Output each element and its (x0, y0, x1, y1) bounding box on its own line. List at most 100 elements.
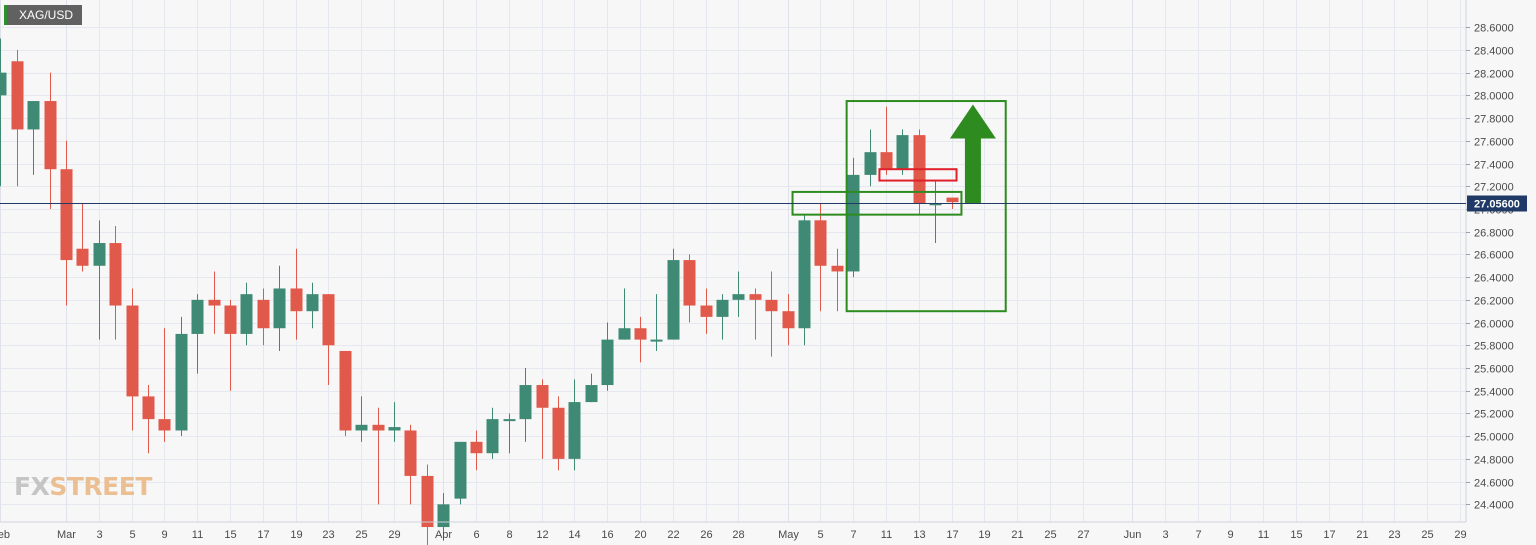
candle[interactable] (290, 248, 303, 340)
candle[interactable] (486, 407, 499, 459)
candle-body (503, 419, 516, 422)
candle-body (339, 350, 352, 431)
candle[interactable] (618, 288, 631, 340)
current-price-label-bg (1467, 195, 1527, 212)
candle[interactable] (306, 282, 319, 329)
candle[interactable] (585, 373, 598, 403)
candle-body (175, 333, 188, 431)
candle[interactable] (700, 288, 713, 334)
candle[interactable] (798, 214, 811, 346)
candle[interactable] (208, 271, 221, 334)
candle-body (650, 339, 663, 342)
candle[interactable] (224, 299, 237, 391)
candle[interactable] (536, 379, 549, 459)
candle[interactable] (601, 322, 614, 391)
candle[interactable] (11, 49, 24, 187)
x-tick-label: 17 (257, 529, 269, 541)
candle[interactable] (831, 248, 844, 312)
candle[interactable] (388, 402, 401, 442)
candle-body (864, 152, 877, 175)
candle-body (191, 299, 204, 334)
candle[interactable] (273, 265, 286, 351)
candle[interactable] (634, 316, 647, 363)
candle[interactable] (142, 385, 155, 454)
candle[interactable] (240, 282, 253, 346)
y-axis[interactable]: 28.6000 28.4000 28.2000 28.0000 27.8000 27.60… (1466, 23, 1514, 512)
y-tick-label: 28.2000 (1474, 69, 1514, 81)
green-box-annotation (845, 100, 1007, 313)
candle[interactable] (847, 157, 860, 278)
candle[interactable] (437, 492, 450, 539)
candle[interactable] (782, 294, 795, 346)
y-tick-label: 26.8000 (1474, 228, 1514, 240)
candle[interactable] (454, 441, 467, 505)
candle[interactable] (814, 203, 827, 312)
candle-body (486, 419, 499, 454)
x-tick-label: 25 (1421, 529, 1433, 541)
y-tick-label: 25.6000 (1474, 364, 1514, 376)
candle[interactable] (44, 72, 57, 209)
candle[interactable] (257, 288, 270, 346)
candle[interactable] (913, 129, 926, 215)
candle[interactable] (503, 413, 516, 454)
candle-body (224, 305, 237, 334)
candle[interactable] (716, 294, 729, 340)
candle-body (158, 419, 171, 431)
candle-body (667, 260, 680, 340)
candle[interactable] (732, 271, 745, 317)
candle-body (585, 385, 598, 403)
candle[interactable] (355, 396, 368, 442)
candle-body (76, 248, 89, 266)
candle[interactable] (372, 407, 385, 505)
candle[interactable] (93, 220, 106, 340)
candle-body (732, 294, 745, 300)
x-tick-label: 27 (1077, 529, 1089, 541)
candle-body (93, 243, 106, 266)
candle[interactable] (76, 203, 89, 272)
x-tick-label: 8 (506, 529, 512, 541)
candle[interactable] (421, 464, 434, 545)
y-tick-label: 26.2000 (1474, 296, 1514, 308)
candle-body (552, 407, 565, 459)
candle[interactable] (27, 101, 40, 175)
candle-body (749, 294, 762, 300)
y-tick-label: 28.6000 (1474, 23, 1514, 35)
x-tick-label: Feb (0, 529, 10, 541)
candle[interactable] (158, 328, 171, 442)
candle[interactable] (126, 288, 139, 431)
candle-body (27, 101, 40, 130)
candle[interactable] (404, 424, 417, 505)
logo-part-street: STREET (49, 472, 152, 501)
candle[interactable] (765, 271, 778, 357)
candle[interactable] (880, 106, 893, 175)
x-tick-label: 23 (1388, 529, 1400, 541)
candle[interactable] (339, 350, 352, 437)
x-tick-label: 20 (634, 529, 646, 541)
candle[interactable] (519, 368, 532, 442)
candle[interactable] (60, 140, 73, 306)
candle[interactable] (568, 379, 581, 471)
candle[interactable] (667, 248, 680, 340)
y-tick-label: 25.2000 (1474, 409, 1514, 421)
candle[interactable] (322, 294, 335, 386)
candle[interactable] (683, 254, 696, 323)
candle[interactable] (896, 129, 909, 175)
candle-body (765, 299, 778, 312)
candle[interactable] (864, 129, 877, 187)
candle[interactable] (650, 294, 663, 351)
candle[interactable] (0, 38, 7, 187)
current-price-label: 27.05600 (1474, 199, 1520, 211)
candle-body (831, 265, 844, 272)
y-tick-label: 24.4000 (1474, 500, 1514, 512)
x-tick-label: May (778, 529, 799, 541)
symbol-badge[interactable]: XAG/USD (4, 5, 83, 25)
candle[interactable] (552, 396, 565, 471)
candle[interactable] (470, 430, 483, 471)
x-axis[interactable]: Feb Mar 3 5 9 11 15 17 19 23 25 29 Apr 6 8 12 14 16 20 22 26… (0, 529, 1467, 541)
candle[interactable] (191, 294, 204, 374)
x-tick-label: 9 (161, 529, 167, 541)
y-tick-label: 24.6000 (1474, 478, 1514, 490)
candle[interactable] (109, 226, 122, 340)
candle[interactable] (749, 288, 762, 340)
candle[interactable] (175, 316, 188, 437)
